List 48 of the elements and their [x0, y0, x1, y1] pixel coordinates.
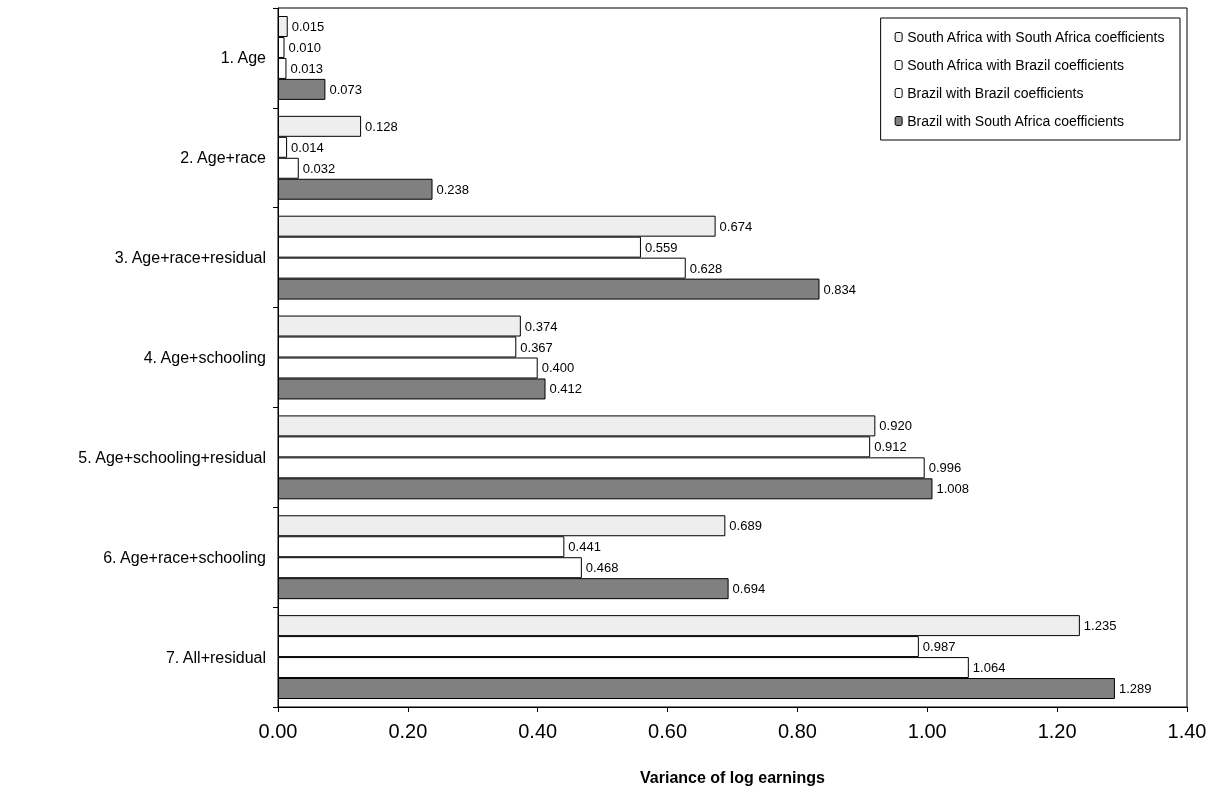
x-tick-label: 0.60 — [648, 720, 688, 742]
data-label: 0.013 — [290, 60, 323, 76]
x-axis-title: Variance of log earnings — [640, 768, 826, 786]
legend-label: Brazil with Brazil coefficients — [907, 85, 1084, 101]
legend-label: South Africa with Brazil coefficients — [907, 57, 1124, 73]
legend-label: South Africa with South Africa coefficients — [907, 29, 1165, 45]
data-label: 0.559 — [644, 239, 678, 255]
data-label: 0.412 — [549, 381, 583, 397]
data-label: 0.834 — [823, 281, 857, 297]
x-tick-label: 1.20 — [1037, 720, 1077, 742]
data-label: 1.064 — [972, 660, 1006, 676]
data-label: 0.468 — [585, 560, 619, 576]
data-label: 0.987 — [922, 639, 956, 655]
x-tick-label: 0.80 — [777, 720, 817, 742]
x-tick-label: 0.20 — [388, 720, 428, 742]
x-tick-label: 0.00 — [258, 720, 298, 742]
x-tick-label: 0.40 — [518, 720, 558, 742]
data-label: 0.689 — [729, 518, 762, 534]
data-label: 0.128 — [365, 118, 398, 134]
data-label: 0.441 — [568, 539, 601, 555]
data-label: 0.367 — [520, 339, 553, 355]
data-label: 0.400 — [541, 360, 575, 376]
legend-label: Brazil with South Africa coefficients — [907, 113, 1124, 129]
data-label: 0.674 — [719, 218, 753, 234]
y-tick-label: 3. Age+race+residual — [114, 249, 266, 267]
y-tick-label: 6. Age+race+schooling — [103, 548, 266, 566]
data-label: 0.628 — [689, 260, 723, 276]
y-tick-label: 2. Age+race — [180, 149, 267, 167]
data-label: 0.014 — [291, 139, 324, 155]
x-tick-label: 1.00 — [907, 720, 947, 742]
data-label: 0.374 — [524, 318, 558, 334]
data-label: 0.920 — [879, 418, 912, 434]
data-label: 0.694 — [732, 581, 766, 597]
y-tick-label: 7. All+residual — [165, 648, 266, 666]
data-label: 0.996 — [928, 460, 962, 476]
data-label: 0.073 — [329, 81, 362, 97]
y-tick-label: 4. Age+schooling — [143, 349, 266, 366]
data-label: 0.015 — [291, 18, 325, 34]
data-label: 0.912 — [874, 439, 907, 455]
data-label: 1.289 — [1118, 681, 1152, 697]
x-tick-label: 1.40 — [1167, 720, 1207, 742]
data-label: 0.032 — [302, 160, 336, 176]
y-tick-label: 5. Age+schooling+residual — [78, 448, 266, 466]
data-label: 1.235 — [1083, 618, 1117, 634]
data-label: 0.238 — [436, 181, 470, 197]
y-tick-label: 1. Age — [220, 49, 267, 67]
data-label: 0.010 — [288, 39, 322, 55]
data-label: 1.008 — [936, 481, 970, 497]
